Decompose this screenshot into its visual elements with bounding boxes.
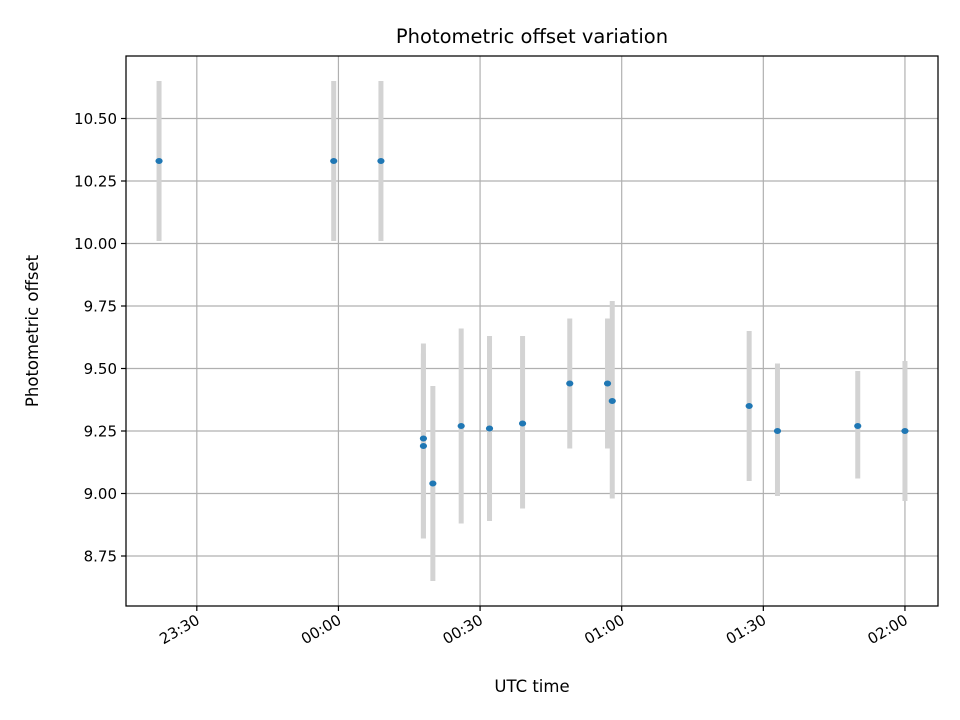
plot-frame [125, 55, 939, 607]
data-point [457, 423, 465, 429]
data-point [419, 435, 428, 442]
data-point [155, 158, 163, 164]
data-points [155, 158, 909, 487]
data-point [566, 380, 574, 387]
data-point [518, 420, 527, 427]
y-tick-label: 9.50 [84, 360, 117, 378]
y-axis-label: Photometric offset [23, 254, 42, 407]
y-tick-label: 9.25 [84, 423, 117, 441]
data-point [419, 443, 428, 449]
data-point [603, 380, 612, 387]
data-point [901, 428, 909, 434]
data-point [485, 425, 494, 432]
y-tick-label: 9.75 [84, 298, 117, 316]
y-tick-label: 10.25 [74, 173, 117, 191]
data-point [330, 158, 338, 164]
data-point [429, 480, 437, 487]
chart-title: Photometric offset variation [396, 25, 668, 48]
data-point [745, 403, 753, 409]
data-point [773, 428, 782, 434]
data-point [608, 398, 616, 404]
y-tick-label: 9.00 [84, 485, 117, 503]
y-tick-label: 10.00 [74, 235, 117, 253]
gridlines [126, 56, 938, 606]
x-axis-label: UTC time [494, 677, 569, 696]
data-point [377, 158, 385, 164]
y-tick-label: 8.75 [84, 548, 117, 566]
y-tick-label: 10.50 [74, 110, 117, 128]
data-point [854, 423, 862, 429]
y-axis-ticks: 8.75 9.00 9.25 9.50 9.75 10.00 10.25 10.50 [74, 110, 126, 566]
